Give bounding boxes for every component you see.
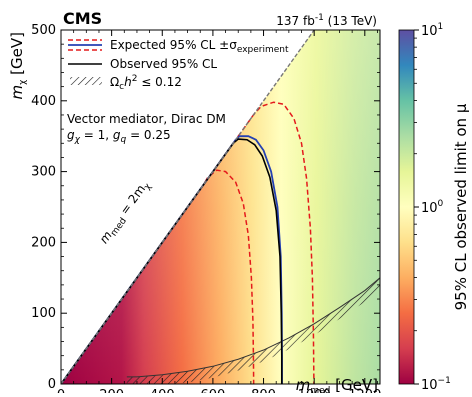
x-tick-label: 400 [150, 388, 175, 393]
y-axis-ticks: 0 100 200 300 400 500 [31, 23, 380, 392]
colorbar-tick-label: 10−1 [421, 376, 451, 393]
colorbar-tick-label: 101 [421, 22, 443, 39]
model-text-line2: gχ = 1, gq = 0.25 [67, 128, 171, 145]
x-tick-label: 200 [99, 388, 124, 393]
y-tick-label: 400 [31, 94, 56, 109]
y-tick-label: 500 [31, 23, 56, 38]
x-tick-label: 600 [200, 388, 225, 393]
y-tick-label: 300 [31, 165, 56, 180]
x-tick-label: 800 [251, 388, 276, 393]
legend-expected-label: Expected 95% CL ±σexperiment [110, 38, 289, 55]
legend-relic-label: Ωch2 ≤ 0.12 [110, 74, 182, 92]
y-tick-label: 100 [31, 306, 56, 321]
legend: Expected 95% CL ±σexperiment Observed 95… [68, 38, 289, 92]
x-tick-label: 0 [57, 388, 65, 393]
y-tick-label: 200 [31, 235, 56, 250]
expected-plus-sigma-contour [61, 101, 315, 384]
colorbar-label: 95% CL observed limit on μ [452, 103, 470, 310]
x-axis-label: mmed [GeV] [296, 376, 378, 393]
model-text-line1: Vector mediator, Dirac DM [67, 112, 226, 126]
experiment-label: CMS [63, 9, 102, 28]
plot-frame [60, 29, 381, 385]
luminosity-label: 137 fb-1 (13 TeV) [276, 13, 377, 28]
y-tick-label: 0 [48, 377, 56, 392]
legend-observed-label: Observed 95% CL [110, 57, 217, 71]
observed-contour [61, 138, 283, 384]
y-axis-label: mχ [GeV] [8, 32, 28, 99]
colorbar-ticks: 10−1 100 101 [414, 22, 451, 393]
colorbar-tick-label: 100 [421, 199, 444, 216]
relic-density-line [126, 277, 380, 378]
relic-density-hatched-band [126, 277, 380, 384]
legend-relic-swatch [70, 77, 102, 85]
heatmap-fade [61, 30, 380, 384]
colorbar [398, 29, 415, 385]
diagonal-kinematic-line [61, 30, 315, 384]
